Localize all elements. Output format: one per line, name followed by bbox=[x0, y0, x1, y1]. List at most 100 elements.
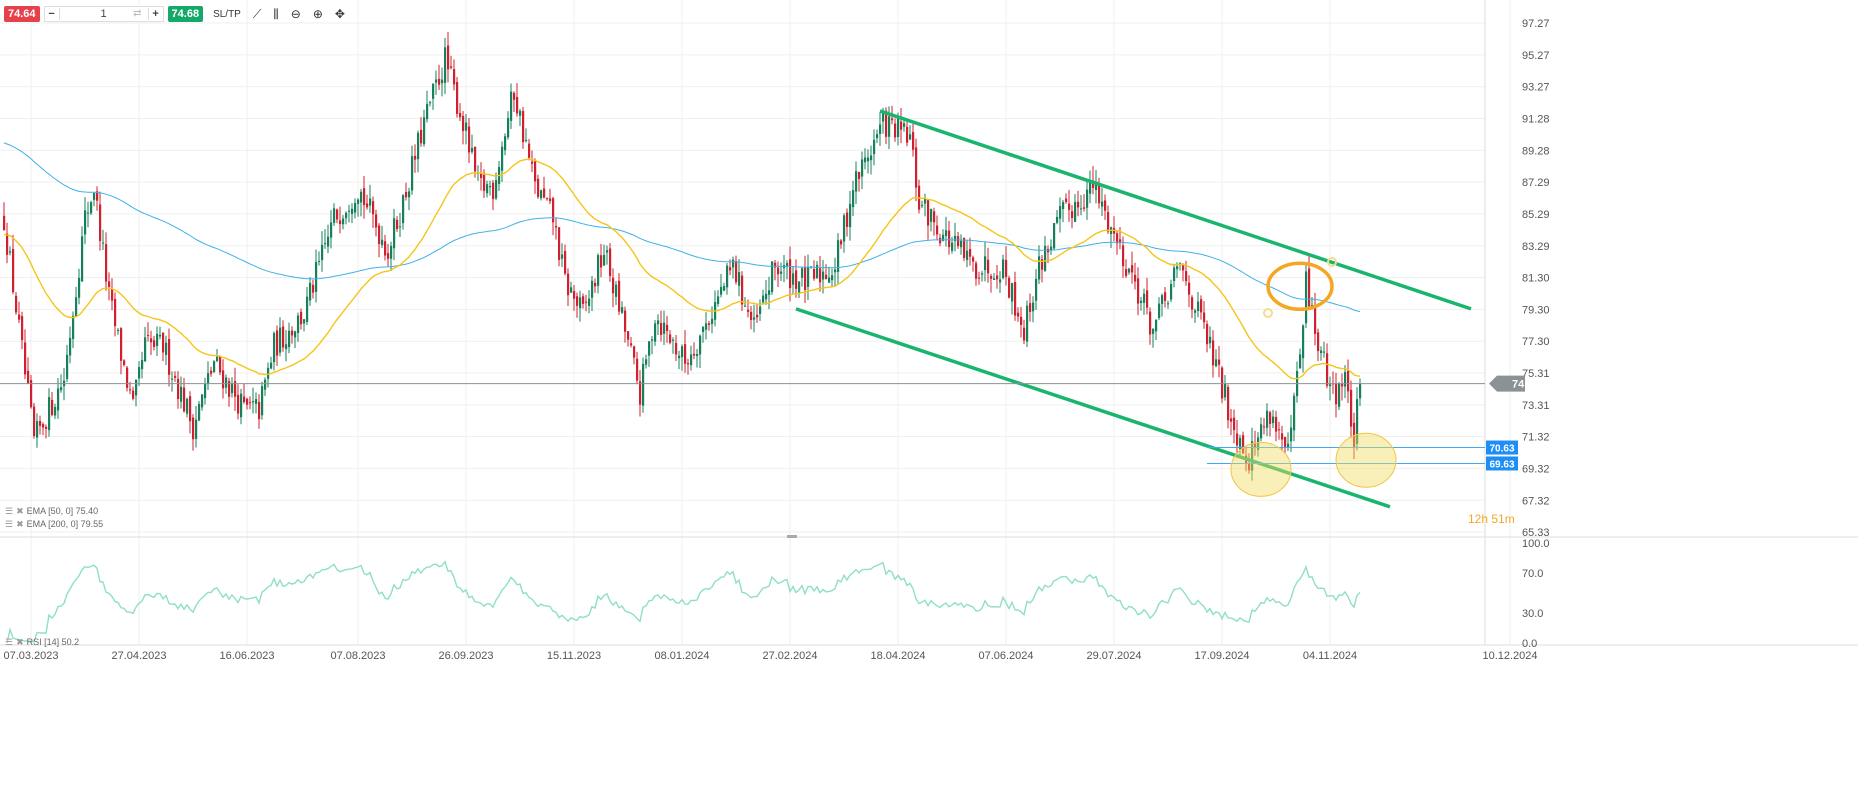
settings-icon[interactable]: ☰ bbox=[5, 637, 14, 647]
line-chart-icon[interactable]: ⟋ bbox=[252, 6, 262, 21]
candle bbox=[24, 329, 27, 380]
candle-body bbox=[1260, 424, 1263, 439]
candle bbox=[1341, 373, 1344, 401]
candle-body bbox=[150, 338, 153, 343]
candle-body bbox=[558, 227, 561, 261]
sltp-button[interactable]: SL/TP bbox=[213, 8, 241, 20]
candle bbox=[468, 118, 471, 163]
candle-body bbox=[1203, 312, 1206, 323]
candle bbox=[1044, 236, 1047, 272]
zoom-in-icon[interactable]: ⊕ bbox=[312, 7, 323, 21]
candle-body bbox=[342, 218, 345, 225]
date-tick-label: 18.04.2024 bbox=[870, 650, 925, 662]
candle-body bbox=[159, 334, 162, 337]
candle bbox=[1149, 307, 1152, 345]
candle-body bbox=[630, 343, 633, 346]
candle bbox=[984, 241, 987, 282]
rsi-legend: ☰ ✖ RSI [14] 50.2 bbox=[5, 636, 79, 649]
candle bbox=[906, 119, 909, 147]
candle-body bbox=[399, 226, 402, 228]
zoom-out-icon[interactable]: ⊖ bbox=[290, 7, 301, 21]
candle bbox=[120, 327, 123, 375]
candle bbox=[471, 134, 474, 155]
candle bbox=[1161, 293, 1164, 317]
candle-body bbox=[1239, 437, 1242, 450]
candle-body bbox=[297, 315, 300, 333]
candle-body bbox=[936, 225, 939, 235]
candle-body bbox=[438, 78, 441, 85]
candle-body bbox=[15, 295, 18, 313]
rsi-tick-label: 100.0 bbox=[1522, 538, 1550, 550]
close-icon[interactable]: ✖ bbox=[16, 637, 24, 647]
candle bbox=[699, 334, 702, 369]
candle bbox=[42, 422, 45, 436]
buy-price-button[interactable]: 74.68 bbox=[167, 6, 204, 22]
level-price-tag bbox=[1486, 440, 1518, 455]
level-price-tag bbox=[1486, 456, 1518, 471]
candle-body bbox=[1305, 271, 1308, 324]
candle bbox=[30, 374, 33, 409]
candle-body bbox=[729, 267, 732, 271]
settings-icon[interactable]: ☰ bbox=[5, 519, 14, 529]
candles-icon[interactable]: ⫼ bbox=[273, 6, 279, 21]
candle-body bbox=[765, 293, 768, 300]
candle-body bbox=[975, 263, 978, 279]
candle-body bbox=[1206, 323, 1209, 345]
candle-body bbox=[294, 331, 297, 338]
candle-body bbox=[582, 296, 585, 304]
minus-icon[interactable]: − bbox=[48, 8, 55, 20]
candle bbox=[324, 229, 327, 249]
candle bbox=[48, 388, 51, 437]
quantity-stepper[interactable]: − 1 ⇄ + bbox=[43, 6, 164, 22]
upper-channel-line[interactable] bbox=[879, 109, 1472, 311]
candle-body bbox=[1188, 282, 1191, 295]
candle bbox=[1050, 239, 1053, 255]
candle-body bbox=[423, 117, 426, 145]
pane-resize-handle[interactable] bbox=[787, 535, 797, 538]
candle-body bbox=[912, 131, 915, 150]
candle-body bbox=[24, 342, 27, 375]
close-icon[interactable]: ✖ bbox=[16, 519, 24, 529]
candle-body bbox=[27, 370, 30, 384]
candle bbox=[1323, 341, 1326, 358]
close-icon[interactable]: ✖ bbox=[16, 506, 24, 516]
swap-icon[interactable]: ⇄ bbox=[133, 8, 142, 19]
candle-body bbox=[624, 310, 627, 332]
candle-body bbox=[981, 273, 984, 275]
candle bbox=[630, 336, 633, 348]
candle-body bbox=[1251, 441, 1254, 471]
plus-icon[interactable]: + bbox=[152, 8, 159, 20]
candle-body bbox=[909, 134, 912, 140]
candle-body bbox=[1125, 268, 1128, 276]
sell-price-button[interactable]: 74.64 bbox=[4, 6, 40, 22]
candle-body bbox=[189, 396, 192, 422]
candle-body bbox=[459, 112, 462, 118]
candle-body bbox=[102, 242, 105, 244]
candle bbox=[282, 320, 285, 352]
candle bbox=[6, 222, 9, 264]
candle-body bbox=[657, 320, 660, 325]
candle-body bbox=[834, 269, 837, 273]
candle bbox=[108, 272, 111, 301]
quantity-input[interactable]: 1 ⇄ bbox=[58, 8, 149, 20]
candle-body bbox=[1266, 410, 1269, 428]
lower-channel-line[interactable] bbox=[795, 307, 1391, 509]
candle bbox=[1074, 193, 1077, 223]
candle bbox=[570, 281, 573, 293]
candle-body bbox=[906, 126, 909, 143]
crosshair-icon[interactable]: ✥ bbox=[334, 7, 345, 21]
candle-body bbox=[183, 387, 186, 412]
countdown-hours: 12h bbox=[1468, 512, 1489, 526]
candle-body bbox=[426, 103, 429, 120]
candle-body bbox=[924, 198, 927, 204]
settings-icon[interactable]: ☰ bbox=[5, 506, 14, 516]
candle-body bbox=[1050, 246, 1053, 251]
candle bbox=[318, 251, 321, 266]
highlight-circle bbox=[1266, 261, 1334, 312]
candle bbox=[387, 243, 390, 267]
candle-body bbox=[339, 220, 342, 225]
candle bbox=[1122, 236, 1125, 278]
candle bbox=[156, 326, 159, 357]
candle bbox=[924, 193, 927, 217]
